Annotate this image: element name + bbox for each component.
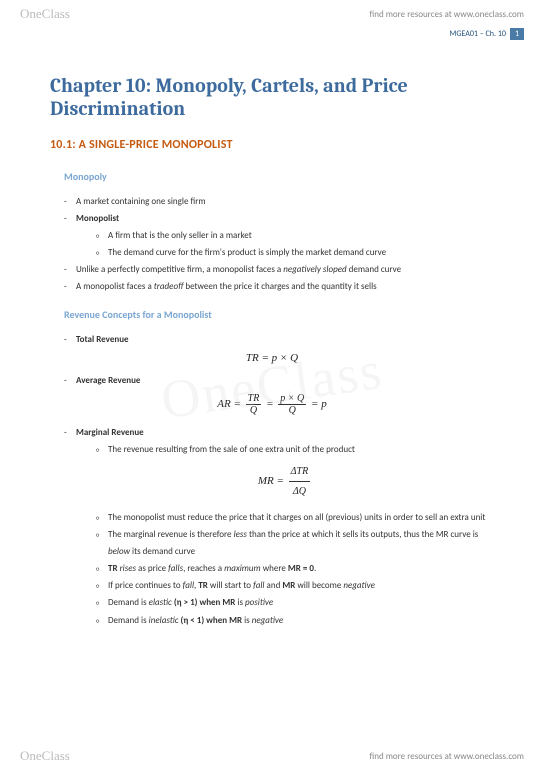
text: MR bbox=[258, 475, 274, 487]
list-item: Demand is elastic (η > 1) when MR is pos… bbox=[96, 594, 494, 611]
list-item: A firm that is the only seller in a mark… bbox=[96, 227, 494, 244]
list-item: A monopolist faces a tradeoff between th… bbox=[64, 278, 494, 295]
text: is bbox=[242, 615, 252, 626]
text: TR bbox=[246, 393, 262, 405]
formula-mr: MR = ΔTRΔQ bbox=[76, 462, 494, 501]
footer-logo: OneClass bbox=[20, 748, 70, 764]
text: its demand curve bbox=[130, 546, 195, 557]
header-logo: OneClass bbox=[20, 6, 70, 22]
list-item: Unlike a perfectly competitive firm, a m… bbox=[64, 261, 494, 278]
list-item: Average Revenue bbox=[64, 372, 494, 389]
text: and bbox=[265, 580, 283, 591]
list-item: The revenue resulting from the sale of o… bbox=[96, 441, 494, 458]
list-item: TR rises as price falls, reaches a maxim… bbox=[96, 560, 494, 577]
text: The marginal revenue is therefore bbox=[108, 529, 234, 540]
text: Q bbox=[278, 405, 306, 416]
list-item: The demand curve for the firm's product … bbox=[96, 244, 494, 261]
list-item: If price continues to fall, TR will star… bbox=[96, 577, 494, 594]
text: A monopolist faces a bbox=[76, 281, 154, 292]
text: If price continues to bbox=[108, 580, 183, 591]
page-content: Chapter 10: Monopoly, Cartels, and Price… bbox=[0, 26, 544, 639]
footer-bar: OneClass find more resources at www.onec… bbox=[0, 748, 544, 764]
italic-text: elastic bbox=[149, 597, 172, 608]
page-tab: MGEA01 – Ch. 10 1 bbox=[449, 28, 524, 40]
text: . bbox=[314, 563, 316, 574]
list-item: Total Revenue bbox=[64, 331, 494, 348]
text: where bbox=[261, 563, 288, 574]
bold-text: (η < 1) when bbox=[178, 615, 229, 626]
text: = p bbox=[311, 398, 327, 410]
text: demand curve bbox=[347, 264, 401, 275]
text: Q bbox=[246, 405, 262, 416]
bold-text: Monopolist bbox=[76, 213, 119, 224]
bold-text: MR bbox=[222, 597, 235, 608]
bold-text: MR = 0 bbox=[288, 563, 314, 574]
italic-text: below bbox=[108, 546, 130, 557]
text: Demand is bbox=[108, 597, 149, 608]
revenue-list: Total Revenue bbox=[64, 331, 494, 348]
text: ΔTR bbox=[289, 462, 311, 482]
text: ΔQ bbox=[289, 482, 311, 501]
header-bar: OneClass find more resources at www.onec… bbox=[0, 0, 544, 26]
italic-text: less bbox=[234, 529, 247, 540]
section-title: 10.1: A SINGLE-PRICE MONOPOLIST bbox=[50, 138, 494, 152]
italic-text: rises bbox=[120, 563, 136, 574]
bold-text: (η > 1) when bbox=[172, 597, 223, 608]
bold-text: Average Revenue bbox=[76, 375, 140, 386]
footer-resources-link[interactable]: find more resources at www.oneclass.com bbox=[369, 751, 524, 762]
formula-ar: AR = TRQ = p × QQ = p bbox=[50, 393, 494, 416]
text: than the price at which it sells its out… bbox=[247, 529, 478, 540]
text: between the price it charges and the qua… bbox=[183, 281, 376, 292]
bold-text: MR bbox=[282, 580, 295, 591]
italic-text: negative bbox=[252, 615, 284, 626]
italic-text: maximum bbox=[224, 563, 261, 574]
bold-text: TR bbox=[198, 580, 208, 591]
text: will start to bbox=[208, 580, 253, 591]
text: Demand is bbox=[108, 615, 149, 626]
text: as price bbox=[136, 563, 168, 574]
bold-text: TR bbox=[108, 563, 120, 574]
text: Unlike a perfectly competitive firm, a m… bbox=[76, 264, 283, 275]
bold-text: Marginal Revenue bbox=[76, 427, 144, 438]
text: , reaches a bbox=[183, 563, 224, 574]
formula-tr: TR = p × Q bbox=[50, 352, 494, 364]
monopoly-list: A market containing one single firm Mono… bbox=[64, 193, 494, 296]
text: p × Q bbox=[278, 393, 306, 405]
italic-text: inelastic bbox=[149, 615, 179, 626]
list-item: Marginal Revenue The revenue resulting f… bbox=[64, 424, 494, 629]
italic-text: tradeoff bbox=[154, 281, 184, 292]
italic-text: negative bbox=[343, 580, 375, 591]
subsection-revenue: Revenue Concepts for a Monopolist bbox=[64, 308, 494, 321]
list-item: Demand is inelastic (η < 1) when MR is n… bbox=[96, 612, 494, 629]
list-item: The monopolist must reduce the price tha… bbox=[96, 509, 494, 526]
italic-text: positive bbox=[245, 597, 273, 608]
italic-text: negatively sloped bbox=[283, 264, 346, 275]
list-item: The marginal revenue is therefore less t… bbox=[96, 526, 494, 560]
text: AR bbox=[217, 398, 230, 410]
list-item: Monopolist A firm that is the only selle… bbox=[64, 210, 494, 261]
text: will become bbox=[295, 580, 343, 591]
italic-text: falls bbox=[168, 563, 183, 574]
bold-text: Total Revenue bbox=[76, 334, 129, 345]
bold-text: MR bbox=[229, 615, 242, 626]
chapter-title: Chapter 10: Monopoly, Cartels, and Price… bbox=[50, 74, 494, 120]
header-resources-link[interactable]: find more resources at www.oneclass.com bbox=[369, 9, 524, 20]
italic-text: fall bbox=[183, 580, 194, 591]
text: is bbox=[235, 597, 245, 608]
page-number: 1 bbox=[510, 28, 524, 40]
list-item: A market containing one single firm bbox=[64, 193, 494, 210]
subsection-monopoly: Monopoly bbox=[64, 170, 494, 183]
course-label: MGEA01 – Ch. 10 bbox=[449, 29, 505, 39]
italic-text: fall bbox=[253, 580, 264, 591]
